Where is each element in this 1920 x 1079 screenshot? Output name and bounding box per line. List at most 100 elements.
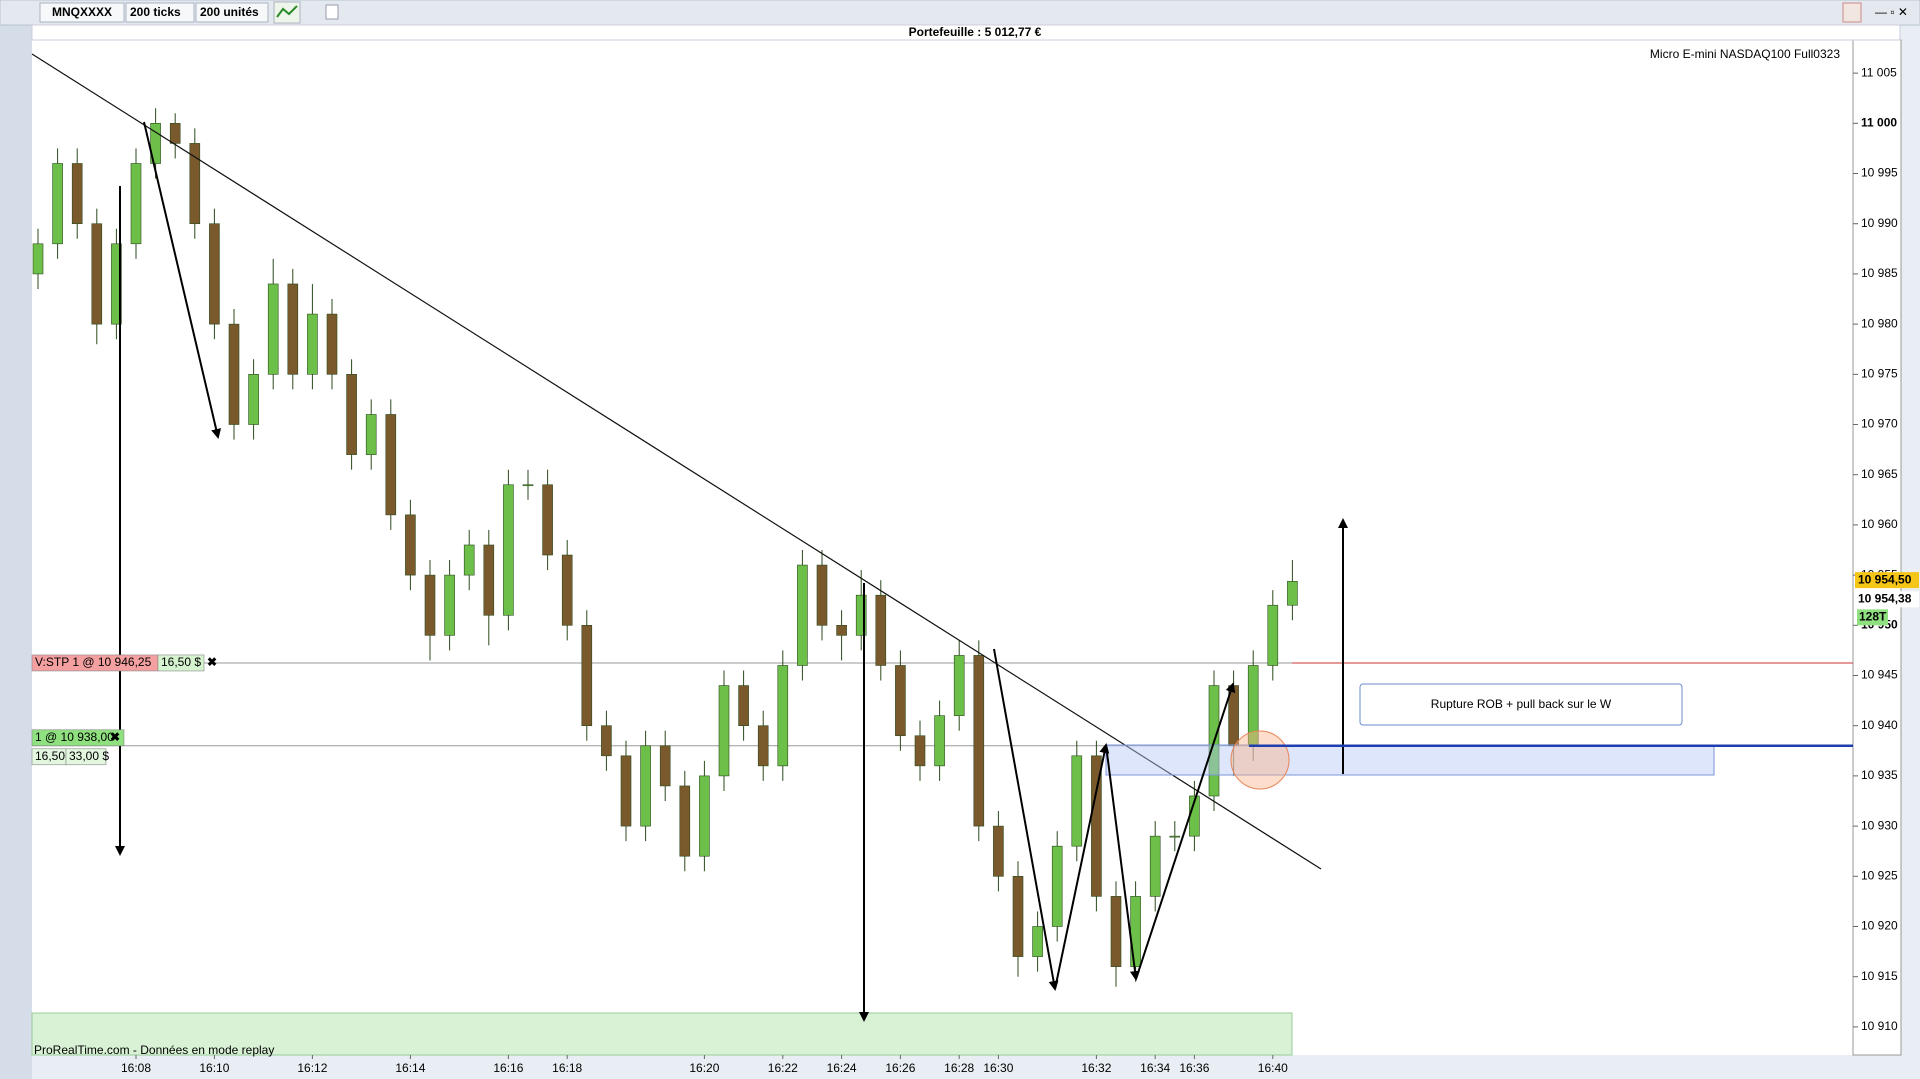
x-tick-label: 16:14: [395, 1061, 425, 1075]
x-tick-label: 16:20: [689, 1061, 719, 1075]
candle-body: [542, 484, 553, 556]
candle-body: [1051, 845, 1063, 927]
y-tick-label: 10 980: [1861, 316, 1898, 330]
arrow[interactable]: [143, 121, 222, 439]
left-strip: [0, 0, 32, 1079]
x-tick-label: 16:28: [944, 1061, 974, 1075]
x-tick-label: 16:12: [297, 1061, 327, 1075]
candle-body: [405, 514, 416, 576]
arrow[interactable]: [993, 648, 1059, 991]
candle-body: [816, 564, 828, 626]
candle-body: [111, 243, 122, 325]
candle-body: [150, 123, 161, 164]
arrow[interactable]: [1054, 743, 1110, 990]
candle-body: [1091, 755, 1102, 897]
candle-body: [1169, 835, 1181, 838]
y-tick-label: 10 935: [1861, 768, 1898, 782]
x-tick-label: 16:34: [1140, 1061, 1170, 1075]
x-tick-label: 16:32: [1081, 1061, 1111, 1075]
candle-body: [757, 725, 769, 767]
y-tick-label: 10 920: [1861, 919, 1898, 933]
candle-body: [1287, 581, 1298, 606]
candle-body: [365, 414, 377, 455]
volume-bg: [1857, 609, 1888, 626]
entry-order-gain: 16,50: [35, 749, 65, 763]
candle-body: [953, 655, 965, 716]
candle-body: [209, 223, 220, 325]
stop-order-label: V:STP 1 @ 10 946,25: [35, 655, 152, 669]
x-tick-label: 16:18: [552, 1061, 582, 1075]
x-tick-label: 16:36: [1179, 1061, 1209, 1075]
candle-body: [934, 715, 945, 767]
annotation: Rupture ROB + pull back sur le W: [1431, 697, 1612, 711]
candle-body: [738, 685, 749, 727]
interval-select[interactable]: [125, 2, 195, 23]
arrow[interactable]: [1135, 682, 1236, 980]
refresh-button[interactable]: [1842, 2, 1862, 23]
candle-body: [424, 574, 436, 636]
candle-body: [1032, 926, 1043, 957]
entry-order-total: 33,00 $: [69, 749, 109, 763]
x-tick-label: 16:24: [827, 1061, 857, 1075]
candle-body: [522, 484, 534, 487]
y-tick-label: 10 945: [1861, 668, 1898, 682]
candle-body: [601, 725, 612, 757]
candle-body: [973, 655, 985, 827]
pullback-circle[interactable]: [1230, 730, 1290, 790]
candle-body: [91, 223, 103, 325]
candle-body: [444, 574, 455, 636]
candle-body: [679, 785, 691, 857]
candle-body: [503, 484, 514, 616]
candle-body: [561, 554, 573, 626]
plot-bg: [32, 40, 1853, 1055]
candle-body: [32, 243, 44, 275]
cancel-order[interactable]: ✖: [110, 730, 120, 744]
candle-body: [855, 594, 867, 636]
y-tick-label: 10 960: [1861, 517, 1898, 531]
candle-body: [385, 414, 397, 516]
y-tick-label: 10 940: [1861, 718, 1898, 732]
x-tick-label: 16:22: [768, 1061, 798, 1075]
candle-body: [581, 625, 593, 727]
candle-body: [659, 745, 671, 787]
replay-zone: [31, 1012, 1293, 1056]
x-tick-label: 16:08: [121, 1061, 151, 1075]
instrument-select[interactable]: [39, 2, 125, 23]
trend-line[interactable]: [31, 53, 1322, 870]
x-tick-label: 16:26: [885, 1061, 915, 1075]
candle-body: [267, 283, 279, 375]
candle-body: [620, 755, 632, 827]
y-tick-label: 10 915: [1861, 969, 1898, 983]
candle-body: [463, 544, 475, 576]
y-tick-label: 10 995: [1861, 166, 1898, 180]
pullback-zone[interactable]: [1105, 744, 1715, 776]
cancel-order[interactable]: ✖: [207, 655, 217, 669]
candle-body: [52, 163, 63, 245]
instrument: MNQXXXX: [52, 5, 112, 19]
candle-body: [228, 323, 240, 425]
entry-order-label: 1 @ 10 938,00: [35, 730, 114, 744]
candle-body: [1267, 604, 1279, 666]
candle-body: [307, 313, 318, 375]
portfolio-bar: [31, 24, 1901, 41]
last-price-bg: [1855, 572, 1919, 589]
x-tick-label: 16:16: [493, 1061, 523, 1075]
candle-body: [71, 163, 83, 225]
window-buttons[interactable]: — ▫ ✕: [1875, 5, 1908, 19]
y-tick-label: 10 925: [1861, 868, 1898, 882]
arrow[interactable]: [1105, 744, 1140, 981]
candle-body: [777, 665, 789, 767]
y-tick-label: 10 970: [1861, 417, 1898, 431]
interval: 200 ticks: [130, 5, 181, 19]
y-tick-label: 10 930: [1861, 818, 1898, 832]
units-select[interactable]: [195, 2, 269, 23]
annotation-box[interactable]: [1359, 683, 1683, 726]
candle-body: [640, 745, 651, 827]
x-tick-label: 16:40: [1258, 1061, 1288, 1075]
candle-body: [836, 625, 847, 636]
info-button[interactable]: [325, 4, 339, 20]
y-tick-label: 10 985: [1861, 266, 1898, 280]
stop-order-gain-bg: [157, 654, 205, 672]
